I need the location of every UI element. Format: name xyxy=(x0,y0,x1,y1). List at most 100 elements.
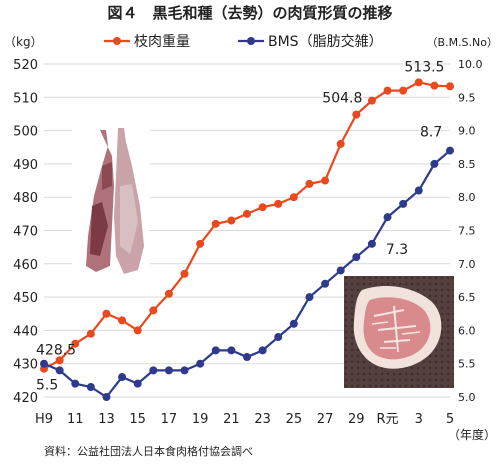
y-left-tick-label: 450 xyxy=(13,291,38,306)
y-right-tick-label: 9.5 xyxy=(458,91,476,104)
y-right-axis-title: （B.M.S.No） xyxy=(427,36,498,49)
data-point-0 xyxy=(258,203,267,212)
data-point-1 xyxy=(133,379,142,388)
data-point-0 xyxy=(336,139,345,148)
data-point-0 xyxy=(305,179,314,188)
data-label: 504.8 xyxy=(322,91,362,107)
data-point-1 xyxy=(399,199,408,208)
y-right-tick-label: 8.0 xyxy=(458,191,476,204)
x-tick-label: 19 xyxy=(192,412,209,427)
y-right-tick-label: 5.0 xyxy=(458,391,476,404)
y-left-tick-label: 480 xyxy=(13,191,38,206)
x-tick-label: 27 xyxy=(317,412,334,427)
x-tick-label: 25 xyxy=(286,412,303,427)
data-point-1 xyxy=(446,146,454,155)
data-point-0 xyxy=(164,289,173,298)
data-point-1 xyxy=(102,393,111,401)
data-point-1 xyxy=(149,366,158,375)
data-point-1 xyxy=(243,353,251,362)
data-point-1 xyxy=(86,383,95,392)
marbled-loin-photo xyxy=(344,276,454,388)
x-tick-label: R元 xyxy=(377,412,399,427)
data-point-0 xyxy=(367,96,376,105)
x-tick-label: 3 xyxy=(415,412,423,427)
x-tick-label: 5 xyxy=(446,412,454,427)
data-point-0 xyxy=(86,329,95,338)
data-point-1 xyxy=(71,379,80,388)
data-point-0 xyxy=(352,110,361,119)
x-tick-label: 23 xyxy=(254,412,271,427)
y-right-tick-label: 6.0 xyxy=(458,324,476,337)
legend-swatch-marker xyxy=(247,37,255,45)
data-point-1 xyxy=(55,366,64,375)
data-point-0 xyxy=(227,216,236,225)
y-right-tick-label: 5.5 xyxy=(458,358,476,371)
y-right-tick-label: 6.5 xyxy=(458,291,476,304)
data-point-1 xyxy=(367,239,376,248)
data-point-0 xyxy=(243,209,251,218)
y-right-tick-label: 7.5 xyxy=(458,225,476,238)
data-label: 5.5 xyxy=(36,378,58,394)
data-point-1 xyxy=(430,159,439,168)
data-point-1 xyxy=(180,366,189,375)
data-point-1 xyxy=(321,279,330,288)
data-point-1 xyxy=(352,253,361,262)
data-point-0 xyxy=(102,309,111,318)
data-point-1 xyxy=(40,359,48,368)
y-right-tick-label: 10.0 xyxy=(458,58,483,71)
data-point-0 xyxy=(414,78,423,87)
data-point-1 xyxy=(383,213,392,222)
data-label: 428.5 xyxy=(36,343,76,359)
legend-label: 枝肉重量 xyxy=(134,34,190,50)
data-point-1 xyxy=(227,346,236,355)
data-point-1 xyxy=(164,366,173,375)
y-left-tick-label: 460 xyxy=(13,258,38,273)
x-axis-title: （年度） xyxy=(448,427,496,442)
data-point-0 xyxy=(399,86,408,95)
y-left-tick-label: 470 xyxy=(13,225,38,240)
data-point-1 xyxy=(305,293,314,302)
data-label: 8.7 xyxy=(420,125,442,141)
data-point-0 xyxy=(118,316,127,325)
data-point-1 xyxy=(196,359,205,368)
data-point-0 xyxy=(289,193,298,202)
data-label: 7.3 xyxy=(386,242,408,258)
legend-swatch-marker xyxy=(113,37,121,45)
data-point-0 xyxy=(196,239,205,248)
data-point-0 xyxy=(180,269,189,278)
data-point-0 xyxy=(383,86,392,95)
data-point-0 xyxy=(211,219,220,228)
data-point-1 xyxy=(274,333,283,342)
y-right-tick-label: 7.0 xyxy=(458,258,476,271)
x-tick-label: H9 xyxy=(35,412,53,427)
y-left-axis-title: （kg） xyxy=(4,35,43,49)
data-point-0 xyxy=(133,326,142,335)
source-note: 資料：公益社団法人日本食肉格付協会調べ xyxy=(44,445,253,458)
legend-label: BMS（脂肪交雑） xyxy=(268,33,383,50)
x-tick-label: 29 xyxy=(348,412,365,427)
data-point-0 xyxy=(321,176,330,185)
data-point-0 xyxy=(274,199,283,208)
data-point-1 xyxy=(289,319,298,328)
y-left-tick-label: 430 xyxy=(13,358,38,373)
x-tick-label: 17 xyxy=(161,412,178,427)
y-left-tick-label: 510 xyxy=(13,91,38,106)
data-point-0 xyxy=(149,306,158,315)
y-right-tick-label: 8.5 xyxy=(458,158,476,171)
y-left-tick-label: 440 xyxy=(13,324,38,339)
beef-carcass-photo xyxy=(72,126,150,276)
data-point-1 xyxy=(118,373,127,382)
y-left-tick-label: 490 xyxy=(13,158,38,173)
x-tick-label: 15 xyxy=(129,412,146,427)
data-point-1 xyxy=(414,186,423,195)
x-tick-label: 13 xyxy=(98,412,115,427)
y-left-tick-label: 420 xyxy=(13,391,38,406)
data-point-1 xyxy=(336,266,345,275)
data-point-0 xyxy=(71,339,80,348)
data-point-0 xyxy=(446,82,454,91)
data-point-1 xyxy=(211,346,220,355)
y-left-tick-label: 500 xyxy=(13,125,38,140)
y-left-tick-label: 520 xyxy=(13,58,38,73)
data-point-0 xyxy=(430,81,439,90)
